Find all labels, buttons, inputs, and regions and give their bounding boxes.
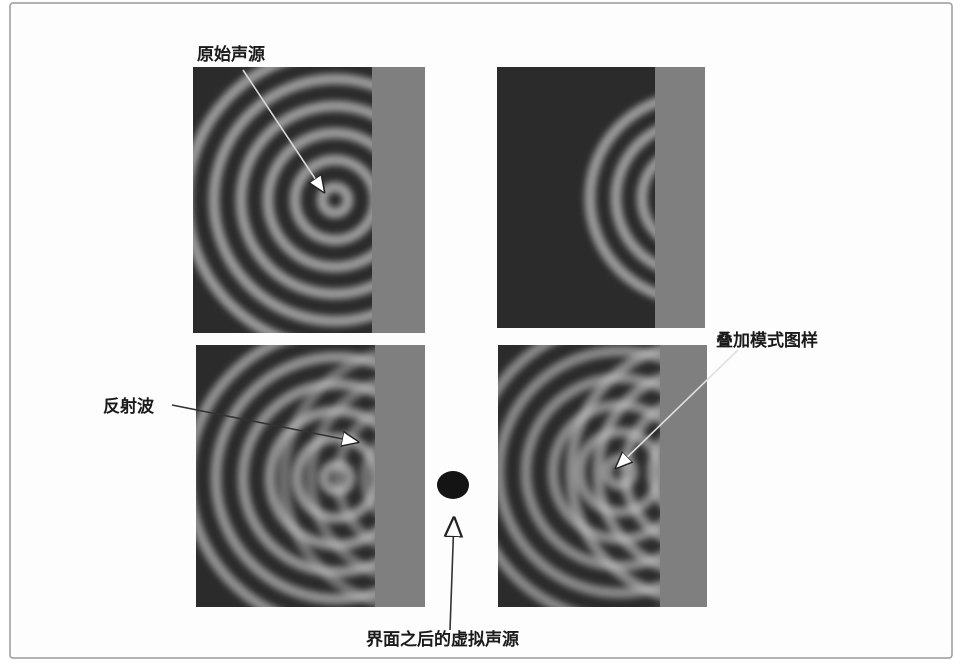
wave-ring bbox=[235, 100, 372, 300]
reflected-wave-ring bbox=[636, 156, 655, 240]
reflected-wave-ring bbox=[332, 407, 375, 549]
wave-ring bbox=[498, 345, 660, 599]
label-original-source: 原始声源 bbox=[197, 44, 265, 65]
reflected-wave-ring bbox=[592, 372, 660, 572]
interface-wall bbox=[655, 67, 705, 328]
label-virtual-source: 界面之后的虚拟声源 bbox=[366, 629, 519, 650]
wave-ring bbox=[208, 73, 372, 327]
reflected-wave-ring bbox=[305, 377, 375, 579]
reflected-wave-ring bbox=[610, 125, 655, 271]
virtual-source-dot bbox=[437, 471, 469, 499]
superposition-pointer bbox=[616, 349, 739, 468]
wave-ring bbox=[237, 378, 375, 578]
reflected-wave-ring bbox=[619, 402, 660, 542]
reflected-wave-pointer bbox=[171, 404, 358, 442]
reflected-wave-ring bbox=[278, 349, 375, 607]
interface-wall bbox=[660, 345, 707, 607]
panel-reflected-wave bbox=[196, 345, 425, 607]
panel-reflected-only bbox=[497, 67, 705, 328]
original-source-pointer bbox=[242, 69, 324, 192]
wave-ring bbox=[210, 351, 375, 605]
interface-wall bbox=[375, 345, 425, 607]
reflected-wave-ring bbox=[584, 97, 655, 299]
wave-ring bbox=[289, 154, 372, 246]
panel-medium bbox=[497, 67, 655, 328]
virtual-source-pointer bbox=[450, 518, 454, 631]
panel-original-source bbox=[193, 67, 425, 333]
wave-ring bbox=[574, 426, 660, 518]
label-superposition-pattern: 叠加模式图样 bbox=[716, 330, 818, 351]
reflected-wave-ring bbox=[359, 440, 375, 516]
wave-ring bbox=[316, 181, 354, 219]
interface-wall bbox=[372, 67, 425, 333]
label-reflected-wave: 反射波 bbox=[103, 396, 155, 417]
reflected-wave-ring bbox=[565, 345, 660, 601]
reflected-wave-ring bbox=[646, 436, 660, 508]
wave-ring bbox=[520, 372, 660, 572]
wave-ring bbox=[262, 127, 372, 273]
